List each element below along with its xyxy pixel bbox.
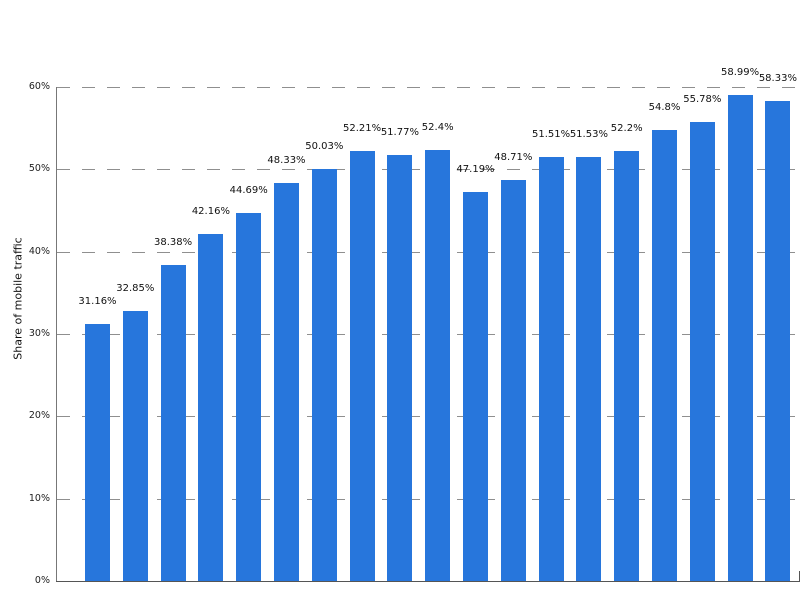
bar	[198, 233, 224, 581]
bar-value-label: 52.4%	[421, 121, 454, 133]
bar	[538, 156, 564, 581]
bar-value-label: 32.85%	[116, 282, 155, 294]
y-tick-label: 60%	[28, 81, 50, 92]
bar-value-label: 47.19%	[456, 164, 495, 176]
x-axis-line	[56, 581, 800, 582]
y-tick-label: 50%	[28, 163, 50, 175]
y-tick-label: 0%	[34, 575, 50, 586]
y-tick-label: 30%	[28, 328, 50, 339]
bar	[274, 183, 299, 581]
y-tick-label: 20%	[28, 410, 50, 422]
bar	[576, 156, 602, 581]
bar	[349, 151, 375, 581]
bar-value-label: 42.16%	[191, 205, 230, 217]
y-axis-line	[56, 87, 57, 582]
x-axis-end-tick	[799, 571, 800, 582]
bar-value-label: 51.51%	[532, 128, 571, 140]
bar-value-label: 44.69%	[229, 185, 268, 197]
bar	[652, 129, 677, 581]
bar	[727, 95, 753, 581]
bar-value-label: 52.21%	[343, 123, 382, 135]
bar	[500, 179, 526, 581]
bar	[387, 154, 413, 581]
bar	[236, 213, 262, 581]
bar	[122, 310, 148, 581]
bar-value-label: 55.78%	[683, 93, 722, 105]
bar	[160, 265, 186, 581]
bar-value-label: 31.16%	[78, 296, 117, 308]
bar-value-label: 52.2%	[610, 123, 643, 135]
bar-value-label: 48.33%	[267, 155, 306, 167]
bar	[85, 324, 110, 581]
bar	[311, 169, 337, 581]
bar-value-label: 58.33%	[758, 72, 797, 84]
bar-value-label: 48.71%	[494, 151, 533, 163]
bar-value-label: 54.8%	[648, 101, 681, 113]
y-axis-label: Share of mobile traffic	[11, 237, 25, 360]
y-tick-label: 40%	[28, 245, 50, 257]
gridline	[57, 87, 800, 88]
bar	[463, 192, 488, 581]
bar-value-label: 51.53%	[569, 128, 608, 140]
bar	[765, 100, 791, 581]
bar-value-label: 50.03%	[305, 141, 344, 153]
y-tick-label: 10%	[28, 492, 50, 504]
bar	[425, 149, 451, 581]
bar-value-label: 51.77%	[380, 126, 419, 138]
bar-value-label: 58.99%	[721, 67, 760, 79]
bar	[689, 121, 715, 581]
bar	[614, 151, 640, 581]
bar-value-label: 38.38%	[154, 237, 193, 248]
